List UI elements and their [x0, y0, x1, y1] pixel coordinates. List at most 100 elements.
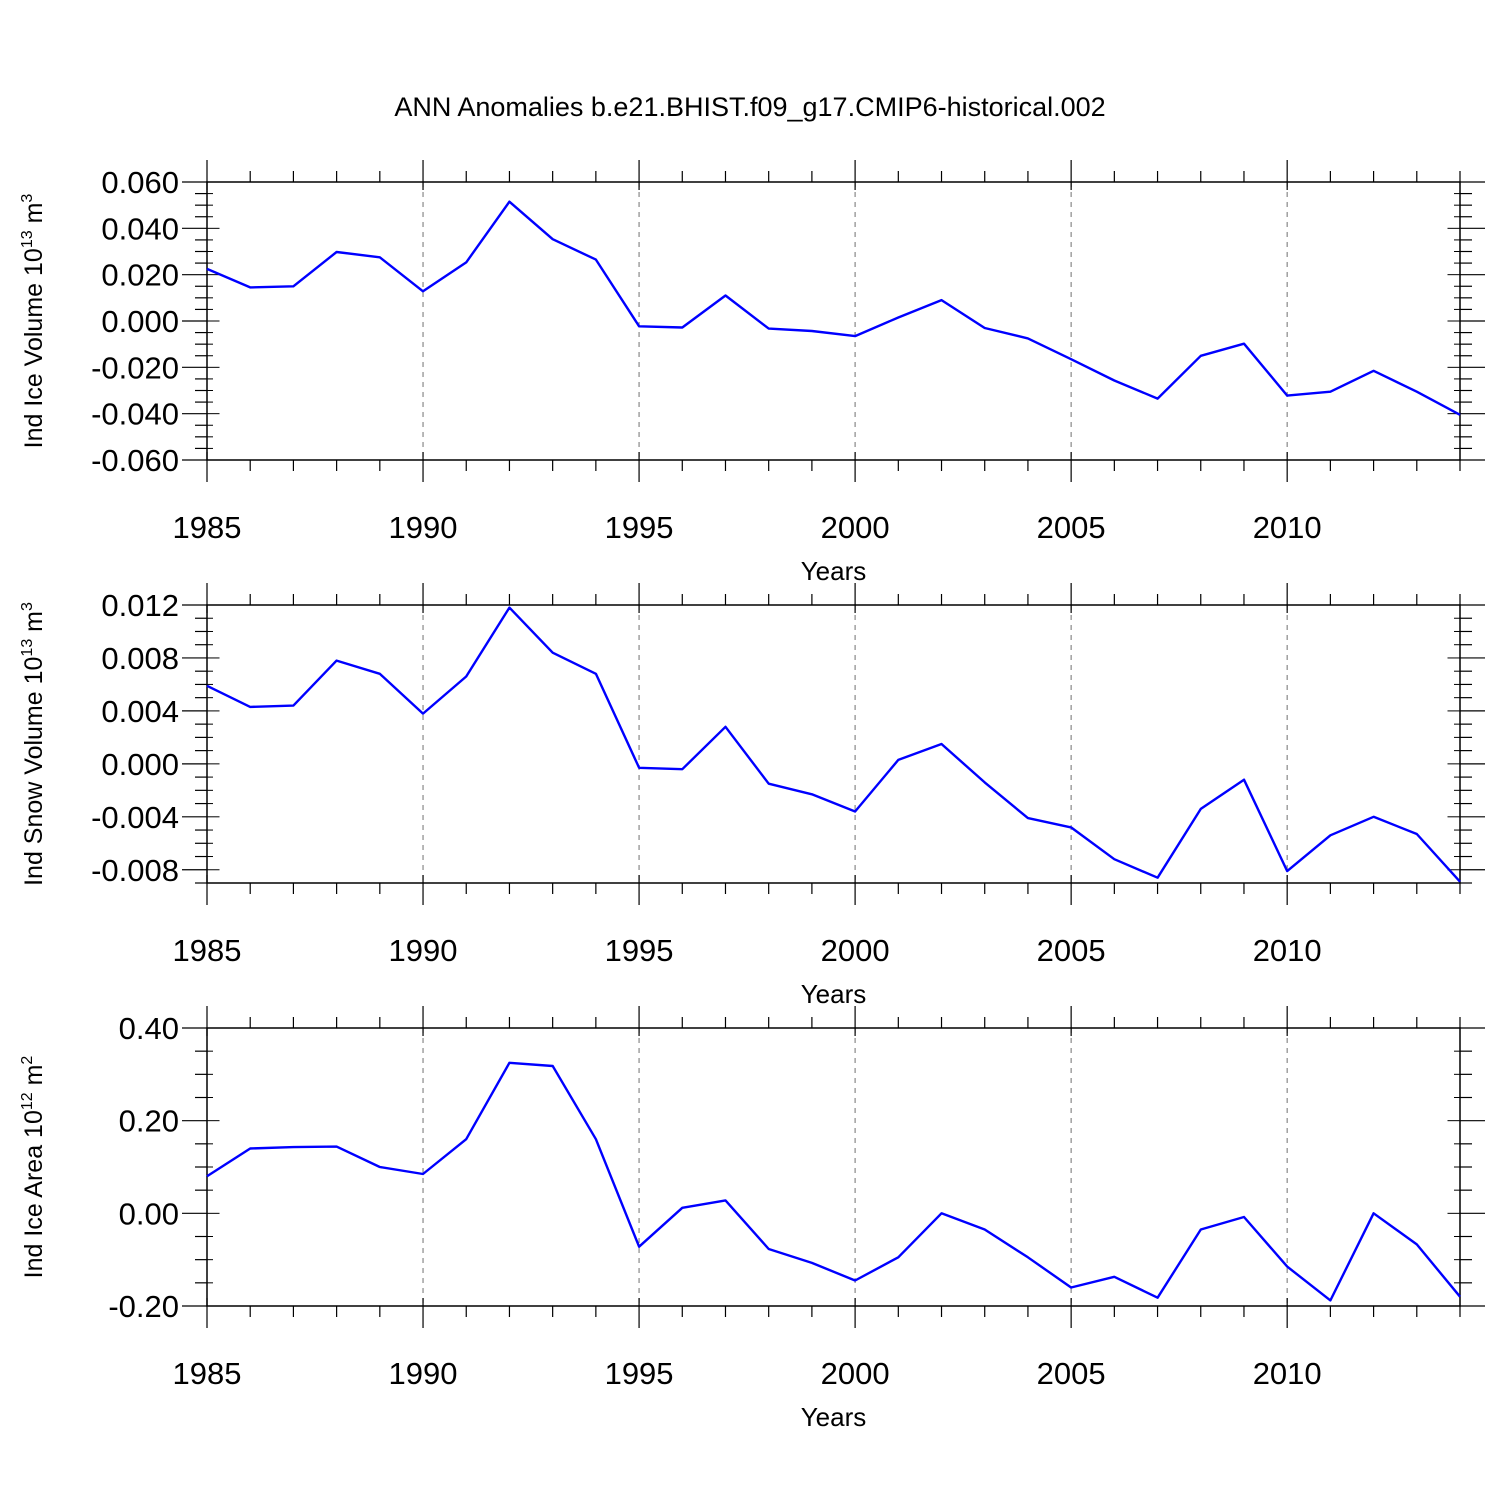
data-point — [1329, 390, 1331, 392]
data-point — [1070, 1286, 1072, 1288]
data-point — [940, 1212, 942, 1214]
data-point — [422, 712, 424, 714]
data-point — [206, 685, 208, 687]
data-point — [249, 706, 251, 708]
y-tick-label: 0.012 — [101, 588, 179, 623]
x-tick-label: 1995 — [605, 933, 674, 968]
data-point — [1027, 337, 1029, 339]
data-point — [854, 335, 856, 337]
y-tick-label: -0.020 — [91, 350, 179, 385]
data-point — [249, 286, 251, 288]
x-tick-label: 2000 — [821, 510, 890, 545]
data-point — [1027, 817, 1029, 819]
data-point — [767, 783, 769, 785]
data-point — [595, 258, 597, 260]
y-axis-label: Ind Ice Volume 1013 m3 — [19, 194, 48, 449]
y-tick-label: 0.060 — [101, 165, 179, 200]
data-point — [1156, 877, 1158, 879]
y-tick-label: 0.00 — [119, 1196, 179, 1231]
data-point — [1156, 397, 1158, 399]
data-point — [940, 299, 942, 301]
data-point — [551, 238, 553, 240]
data-point — [638, 767, 640, 769]
plot-frame — [206, 1027, 1461, 1307]
data-point — [984, 1228, 986, 1230]
data-point — [249, 1147, 251, 1149]
y-tick-label: -0.20 — [108, 1289, 179, 1324]
data-point — [724, 1199, 726, 1201]
x-tick-label: 2010 — [1253, 1356, 1322, 1391]
data-point — [508, 200, 510, 202]
y-tick-label: -0.004 — [91, 800, 179, 835]
y-tick-label: 0.000 — [101, 304, 179, 339]
x-axis-label: Years — [801, 1402, 867, 1432]
y-tick-label: -0.008 — [91, 853, 179, 888]
data-point — [422, 1173, 424, 1175]
y-tick-label: 0.008 — [101, 641, 179, 676]
data-point — [1113, 858, 1115, 860]
data-point — [1027, 1256, 1029, 1258]
data-point — [1243, 1216, 1245, 1218]
series-line — [206, 1061, 1461, 1302]
x-tick-label: 1985 — [173, 933, 242, 968]
data-point — [1243, 779, 1245, 781]
data-point — [595, 673, 597, 675]
data-point — [1200, 355, 1202, 357]
data-point — [1416, 833, 1418, 835]
x-tick-label: 1990 — [389, 1356, 458, 1391]
data-point — [897, 759, 899, 761]
data-point — [379, 256, 381, 258]
data-point — [292, 704, 294, 706]
data-point — [1200, 1228, 1202, 1230]
x-tick-label: 2000 — [821, 1356, 890, 1391]
data-point — [1329, 834, 1331, 836]
data-point — [1459, 880, 1461, 882]
x-tick-label: 2005 — [1037, 933, 1106, 968]
data-point — [811, 1262, 813, 1264]
data-point — [854, 810, 856, 812]
data-point — [379, 673, 381, 675]
x-tick-label: 1995 — [605, 1356, 674, 1391]
data-point — [1286, 394, 1288, 396]
data-point — [1416, 1243, 1418, 1245]
data-point — [767, 327, 769, 329]
data-point — [465, 1138, 467, 1140]
data-point — [1416, 390, 1418, 392]
data-point — [1156, 1296, 1158, 1298]
data-point — [940, 743, 942, 745]
x-axis-label: Years — [801, 556, 867, 586]
series-line — [206, 200, 1461, 416]
x-tick-label: 2010 — [1253, 510, 1322, 545]
data-point — [1286, 1265, 1288, 1267]
x-tick-label: 1985 — [173, 510, 242, 545]
data-point — [508, 606, 510, 608]
y-tick-label: 0.004 — [101, 694, 179, 729]
data-point — [335, 659, 337, 661]
data-point — [681, 768, 683, 770]
y-tick-label: -0.040 — [91, 397, 179, 432]
data-point — [292, 1146, 294, 1148]
y-tick-label: 0.40 — [119, 1011, 179, 1046]
data-point — [1372, 816, 1374, 818]
data-point — [897, 316, 899, 318]
chart-panel-1: -0.060 -0.040 -0.020 0.000 0.020 0.040 0.060 19… — [19, 160, 1485, 586]
data-point — [681, 1207, 683, 1209]
data-point — [1286, 870, 1288, 872]
figure-title: ANN Anomalies b.e21.BHIST.f09_g17.CMIP6-… — [394, 92, 1106, 122]
data-point — [638, 1245, 640, 1247]
data-point — [1113, 1276, 1115, 1278]
x-tick-label: 1985 — [173, 1356, 242, 1391]
data-point — [1329, 1299, 1331, 1301]
chart-panel-2: -0.008 -0.004 0.000 0.004 0.008 0.012 1985 1990… — [19, 583, 1485, 1009]
data-point — [638, 325, 640, 327]
data-point — [335, 251, 337, 253]
y-tick-label: 0.040 — [101, 211, 179, 246]
data-point — [1243, 343, 1245, 345]
data-point — [1459, 1296, 1461, 1298]
data-point — [465, 675, 467, 677]
data-point — [551, 651, 553, 653]
x-tick-label: 1995 — [605, 510, 674, 545]
data-point — [551, 1065, 553, 1067]
plot-frame — [206, 604, 1461, 884]
